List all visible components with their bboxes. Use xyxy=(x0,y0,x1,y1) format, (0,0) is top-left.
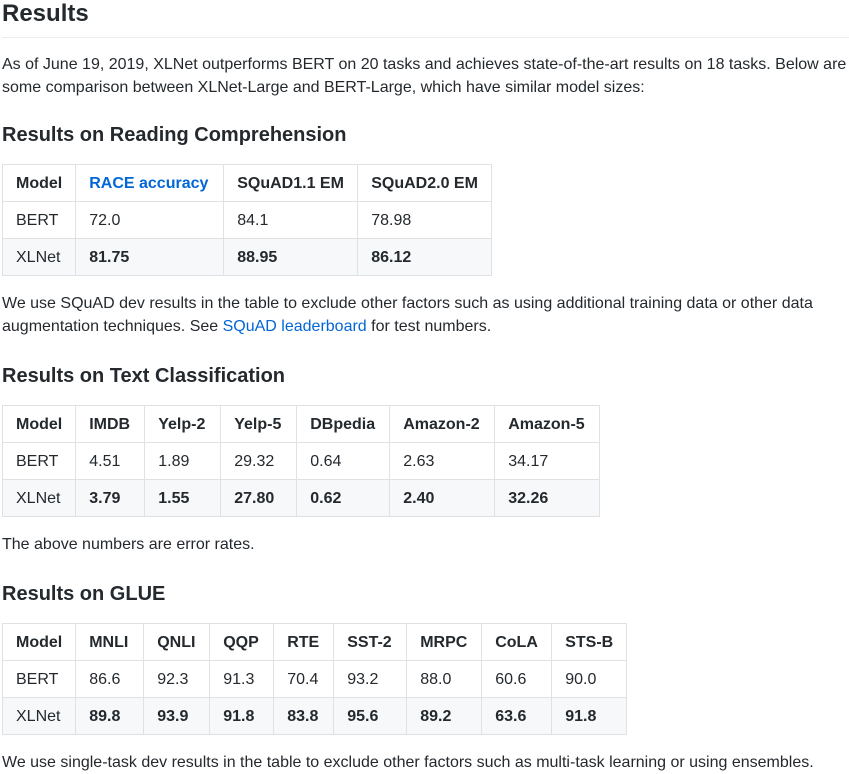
table-header-cell: Amazon-5 xyxy=(494,405,601,443)
table-cell: 4.51 xyxy=(75,442,146,480)
table-header-cell: Model xyxy=(1,623,77,661)
table-cell: 93.9 xyxy=(143,697,211,735)
table-header-cell: Amazon-2 xyxy=(389,405,496,443)
table-cell: 0.62 xyxy=(296,479,391,517)
table-cell: 1.55 xyxy=(144,479,222,517)
table-header-cell: DBpedia xyxy=(296,405,391,443)
table-cell: 70.4 xyxy=(273,660,335,698)
intro-paragraph: As of June 19, 2019, XLNet outperforms B… xyxy=(2,56,847,96)
table-header-cell: Model xyxy=(1,164,77,202)
table-header-cell: QQP xyxy=(209,623,275,661)
table-cell: 91.3 xyxy=(209,660,275,698)
table-header-cell: CoLA xyxy=(481,623,553,661)
table-row: XLNet 89.8 93.9 91.8 83.8 95.6 89.2 63.6… xyxy=(1,697,628,735)
table-cell: 91.8 xyxy=(551,697,628,735)
table-cell: 34.17 xyxy=(494,442,601,480)
table-header-cell: Yelp-5 xyxy=(220,405,298,443)
reading-note-text: We use SQuAD dev results in the table to… xyxy=(2,295,813,335)
table-cell: 88.95 xyxy=(223,238,359,276)
table-header-cell: MNLI xyxy=(75,623,145,661)
table-cell: 32.26 xyxy=(494,479,601,517)
table-cell: 84.1 xyxy=(223,201,359,239)
race-accuracy-link[interactable]: RACE accuracy xyxy=(89,174,209,192)
title-divider xyxy=(2,37,849,38)
table-cell: 86.12 xyxy=(357,238,493,276)
table-header-cell: RTE xyxy=(273,623,335,661)
table-cell: 63.6 xyxy=(481,697,553,735)
table-row: BERT 72.0 84.1 78.98 xyxy=(1,201,493,239)
table-row: BERT 4.51 1.89 29.32 0.64 2.63 34.17 xyxy=(1,442,601,480)
table-header-row: Model MNLI QNLI QQP RTE SST-2 MRPC CoLA … xyxy=(1,623,628,661)
table-cell: 88.0 xyxy=(406,660,483,698)
table-cell: 27.80 xyxy=(220,479,298,517)
table-header-cell: SQuAD1.1 EM xyxy=(223,164,359,202)
table-cell: 93.2 xyxy=(333,660,408,698)
table-header-cell: Yelp-2 xyxy=(144,405,222,443)
glue-heading: Results on GLUE xyxy=(2,583,166,605)
table-cell: 89.8 xyxy=(75,697,145,735)
table-cell: 89.2 xyxy=(406,697,483,735)
table-cell: 2.40 xyxy=(389,479,496,517)
table-cell: BERT xyxy=(1,442,77,480)
reading-table: Model RACE accuracy SQuAD1.1 EM SQuAD2.0… xyxy=(1,164,493,276)
table-row: XLNet 81.75 88.95 86.12 xyxy=(1,238,493,276)
table-cell: 1.89 xyxy=(144,442,222,480)
table-cell: 91.8 xyxy=(209,697,275,735)
table-cell: 0.64 xyxy=(296,442,391,480)
textcls-heading: Results on Text Classification xyxy=(2,365,286,387)
glue-table: Model MNLI QNLI QQP RTE SST-2 MRPC CoLA … xyxy=(1,623,628,735)
page-title: Results xyxy=(2,0,89,27)
table-header-cell: MRPC xyxy=(406,623,483,661)
table-header-cell: RACE accuracy xyxy=(75,164,225,202)
table-cell: 78.98 xyxy=(357,201,493,239)
textcls-table: Model IMDB Yelp-2 Yelp-5 DBpedia Amazon-… xyxy=(1,405,601,517)
squad-leaderboard-link[interactable]: SQuAD leaderboard xyxy=(222,318,367,335)
table-cell: 86.6 xyxy=(75,660,145,698)
table-cell: 60.6 xyxy=(481,660,553,698)
table-header-cell: STS-B xyxy=(551,623,628,661)
reading-note: We use SQuAD dev results in the table to… xyxy=(2,292,847,338)
reading-note-text-end: for test numbers. xyxy=(366,318,492,335)
textcls-note: The above numbers are error rates. xyxy=(2,536,255,553)
table-header-cell: Model xyxy=(1,405,77,443)
table-cell: 83.8 xyxy=(273,697,335,735)
glue-note: We use single-task dev results in the ta… xyxy=(2,754,814,771)
table-cell: BERT xyxy=(1,660,77,698)
table-cell: 2.63 xyxy=(389,442,496,480)
table-cell: 90.0 xyxy=(551,660,628,698)
table-cell: XLNet xyxy=(1,238,77,276)
table-header-cell: SST-2 xyxy=(333,623,408,661)
table-header-cell: IMDB xyxy=(75,405,146,443)
table-cell: 81.75 xyxy=(75,238,225,276)
table-cell: BERT xyxy=(1,201,77,239)
table-header-cell: QNLI xyxy=(143,623,211,661)
table-cell: 72.0 xyxy=(75,201,225,239)
table-header-row: Model IMDB Yelp-2 Yelp-5 DBpedia Amazon-… xyxy=(1,405,601,443)
table-row: XLNet 3.79 1.55 27.80 0.62 2.40 32.26 xyxy=(1,479,601,517)
table-cell: 3.79 xyxy=(75,479,146,517)
table-cell: 95.6 xyxy=(333,697,408,735)
table-cell: 92.3 xyxy=(143,660,211,698)
table-cell: XLNet xyxy=(1,697,77,735)
reading-heading: Results on Reading Comprehension xyxy=(2,124,347,146)
table-row: BERT 86.6 92.3 91.3 70.4 93.2 88.0 60.6 … xyxy=(1,660,628,698)
table-header-cell: SQuAD2.0 EM xyxy=(357,164,493,202)
table-cell: 29.32 xyxy=(220,442,298,480)
table-cell: XLNet xyxy=(1,479,77,517)
table-header-row: Model RACE accuracy SQuAD1.1 EM SQuAD2.0… xyxy=(1,164,493,202)
